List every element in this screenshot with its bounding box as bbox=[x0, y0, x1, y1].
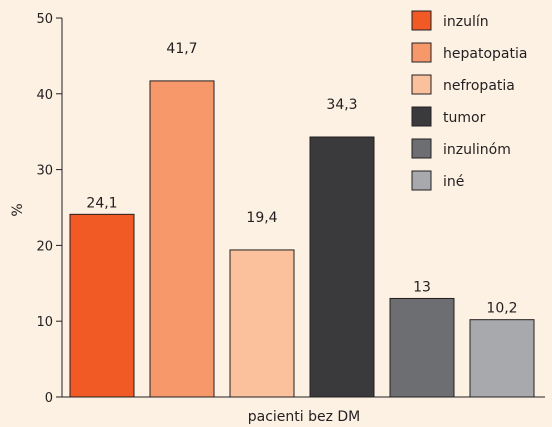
bar-0 bbox=[69, 213, 135, 398]
legend-label: inzulín bbox=[443, 14, 489, 30]
y-tick-label: 50 bbox=[36, 12, 53, 27]
y-tick-label: 10 bbox=[36, 315, 53, 330]
legend-swatch bbox=[411, 106, 432, 127]
y-tick-label: 40 bbox=[36, 88, 53, 103]
legend-label: nefropatia bbox=[443, 78, 515, 94]
legend-label: tumor bbox=[443, 110, 486, 126]
data-label: 13 bbox=[413, 279, 431, 295]
bar-4 bbox=[389, 297, 455, 398]
data-label: 34,3 bbox=[326, 97, 357, 113]
y-tick-label: 30 bbox=[36, 164, 53, 179]
legend-swatch bbox=[411, 74, 432, 95]
bar-2 bbox=[229, 249, 295, 398]
bar-1 bbox=[149, 80, 215, 398]
legend-swatch bbox=[411, 10, 432, 31]
y-tick-label: 0 bbox=[45, 391, 53, 406]
data-label: 10,2 bbox=[486, 301, 517, 317]
x-axis-title: pacienti bez DM bbox=[248, 409, 361, 425]
legend-swatch bbox=[411, 138, 432, 159]
legend-swatch bbox=[411, 170, 432, 191]
legend-label: iné bbox=[443, 174, 464, 190]
data-label: 19,4 bbox=[246, 210, 277, 226]
legend: inzulín hepatopatia nefropatia tumor inzulin… bbox=[411, 10, 527, 191]
data-label: 41,7 bbox=[166, 41, 197, 57]
y-tick-label: 20 bbox=[36, 239, 53, 254]
legend-swatch bbox=[411, 42, 432, 63]
y-axis-title: % bbox=[10, 203, 26, 216]
bar-3 bbox=[309, 136, 375, 398]
bar-5 bbox=[469, 319, 535, 398]
data-label: 24,1 bbox=[86, 195, 117, 211]
legend-label: inzulinóm bbox=[443, 142, 511, 158]
legend-label: hepatopatia bbox=[443, 46, 527, 62]
